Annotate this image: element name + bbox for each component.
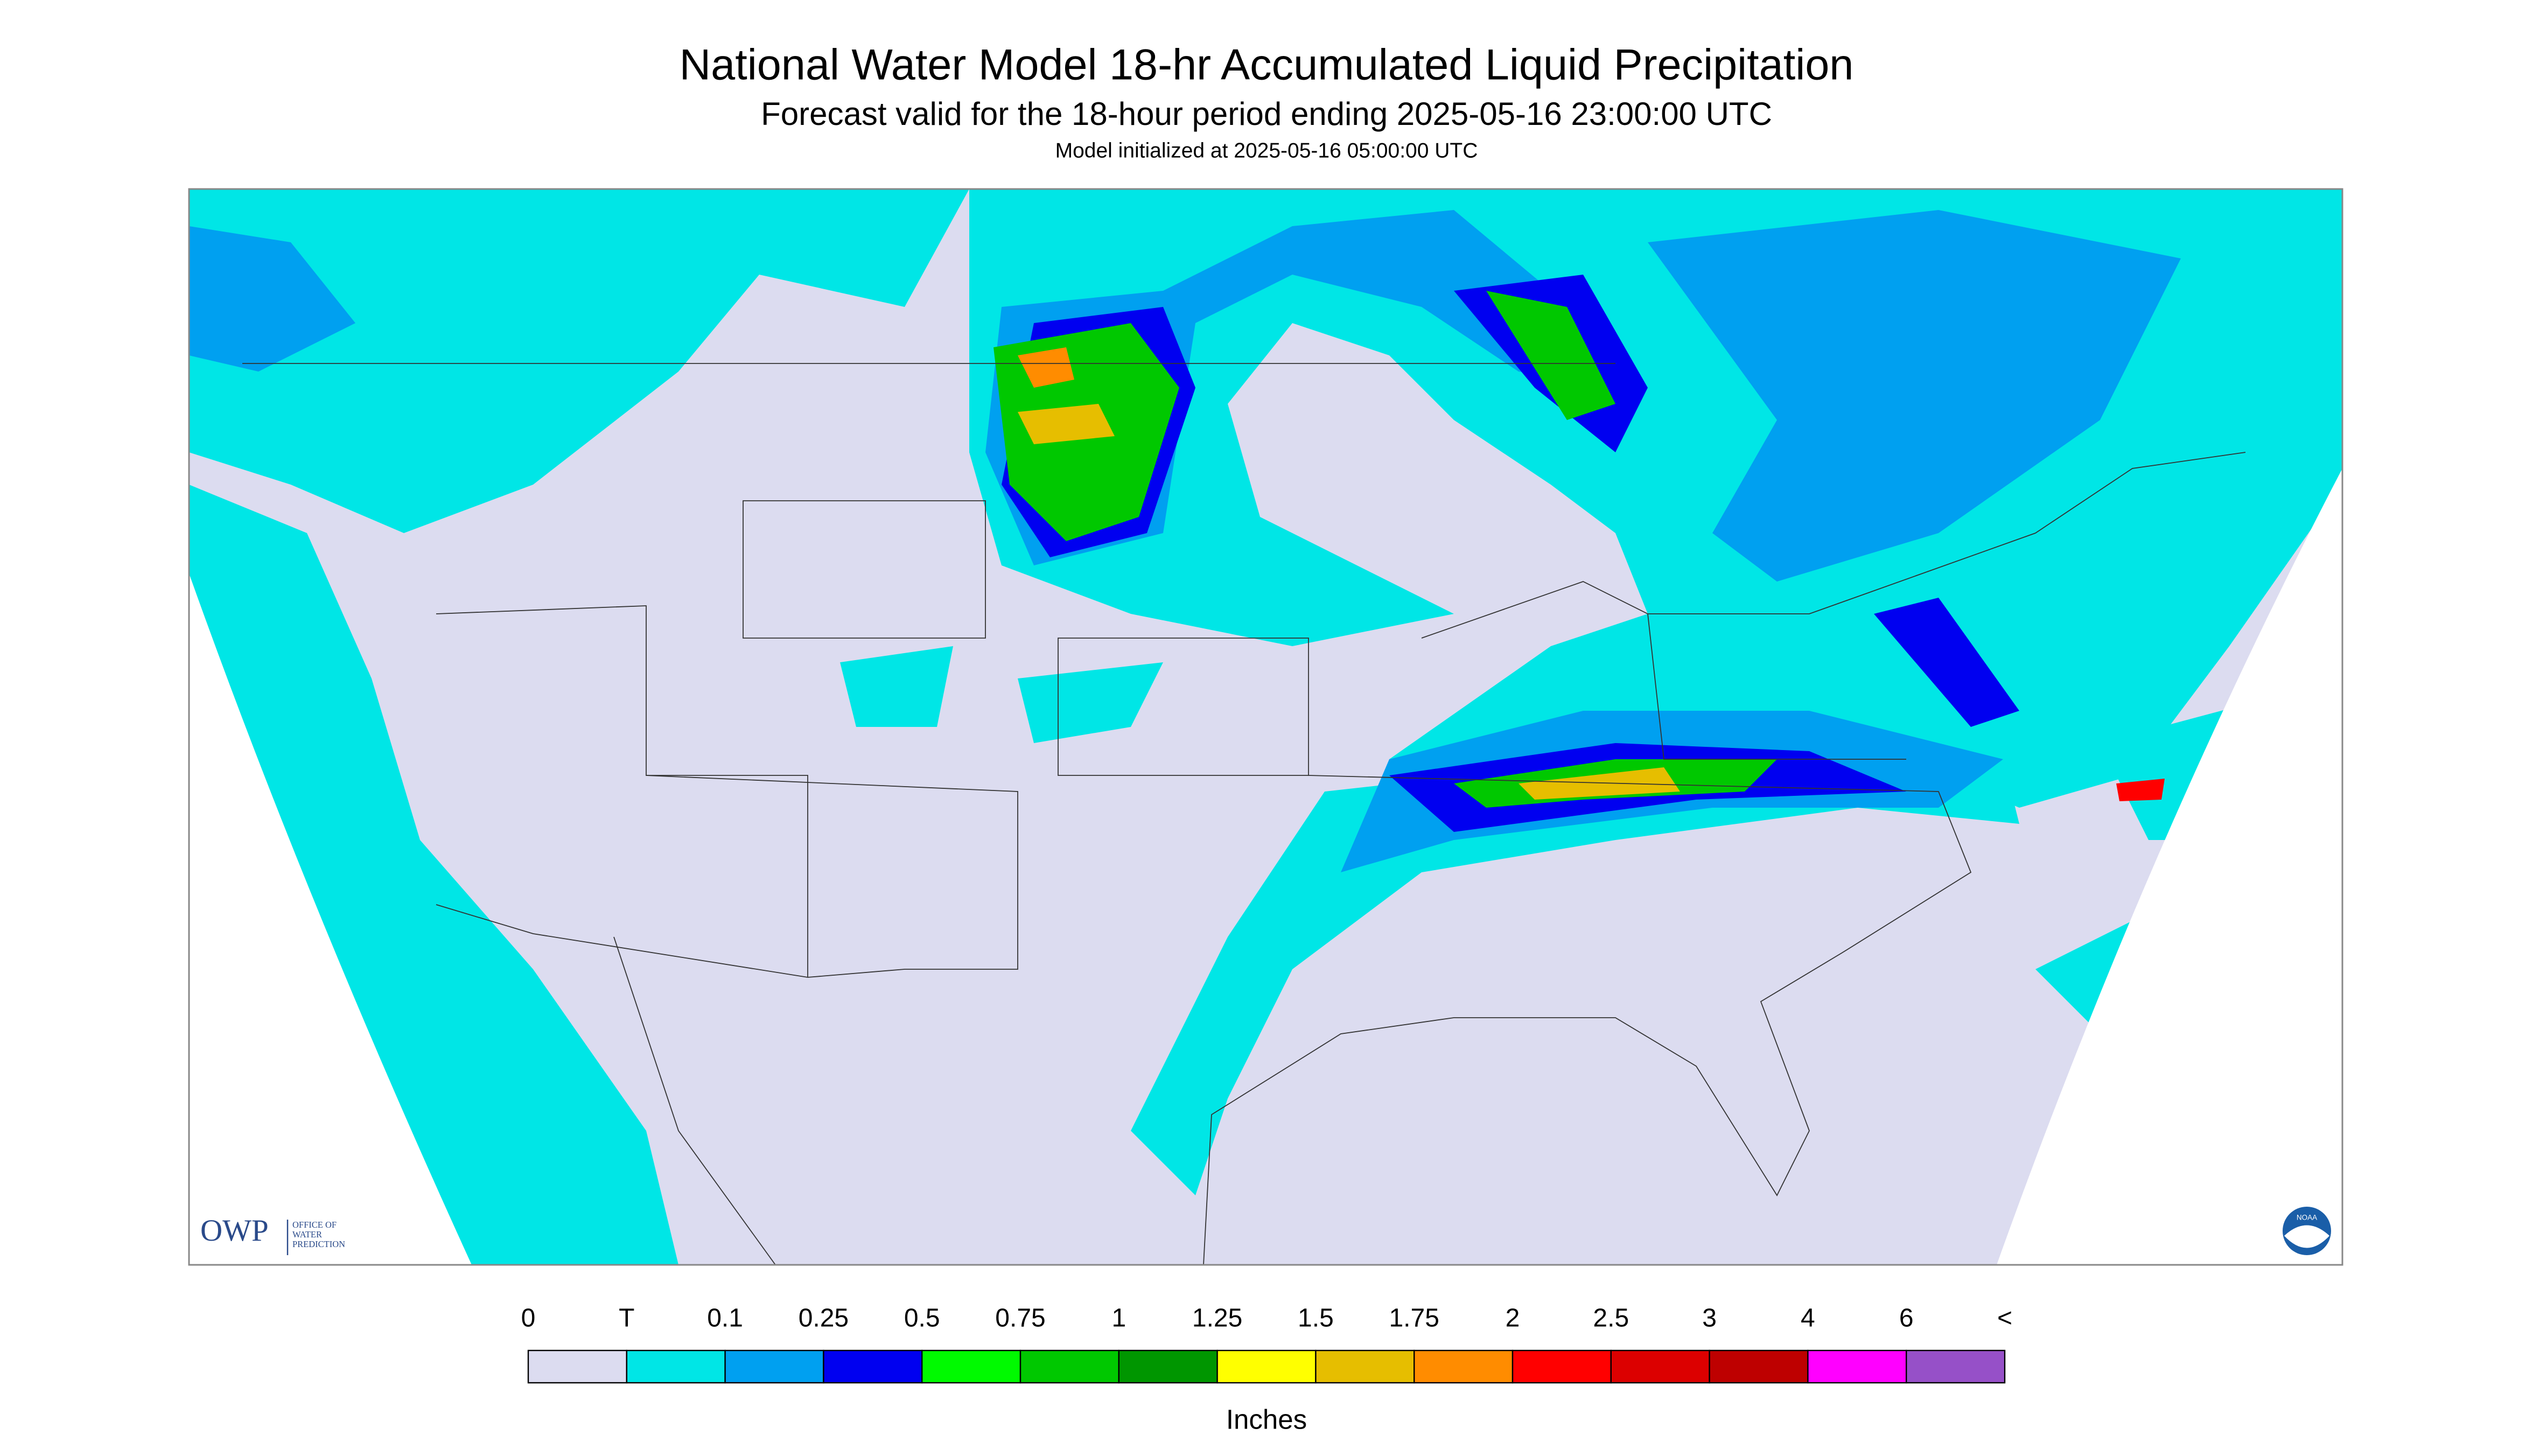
legend-swatch [626,1349,726,1384]
boundaries [242,363,2246,1265]
legend-label: 1.5 [1298,1304,1334,1333]
legend-label: < [1997,1304,2012,1333]
legend-label: 0.25 [799,1304,849,1333]
legend-label: 4 [1801,1304,1815,1333]
init-note: Model initialized at 2025-05-16 05:00:00… [1055,139,1478,162]
domain-mask-left [189,573,472,1265]
noaa-wave [2284,1225,2329,1248]
title: National Water Model 18-hr Accumulated L… [680,40,1854,89]
legend-swatch [1512,1349,1612,1384]
owp-logo: OWP OFFICE OF WATER PREDICTION [200,1214,345,1256]
legend-label: 0 [521,1304,536,1333]
owp-logo-line: OFFICE OF [292,1220,337,1230]
map [188,188,2343,1266]
owp-logo-line: PREDICTION [292,1239,345,1249]
legend-swatch [1807,1349,1907,1384]
legend-label: 2 [1506,1304,1520,1333]
legend-label: 0.75 [995,1304,1045,1333]
legend-label: 6 [1899,1304,1914,1333]
legend-swatch [823,1349,923,1384]
legend-label: 1 [1111,1304,1126,1333]
legend-swatch [1118,1349,1218,1384]
legend-label: T [619,1304,634,1333]
legend-swatch [1315,1349,1415,1384]
legend-label: 0.5 [904,1304,940,1333]
map-frame [188,188,2343,1266]
owp-logo-text: OWP [200,1214,269,1248]
legend-label: 1.75 [1389,1304,1439,1333]
precip-very-heavy [1018,347,2165,802]
legend-swatch [1019,1349,1120,1384]
owp-logo-lines: OFFICE OF WATER PREDICTION [292,1220,345,1249]
noaa-text: NOAA [2297,1214,2317,1222]
domain-mask-right [1997,468,2342,1265]
legend-swatch [1709,1349,1809,1384]
legend-swatch [1414,1349,1514,1384]
subtitle: Forecast valid for the 18-hour period en… [761,96,1772,132]
legend-swatch [724,1349,824,1384]
noaa-logo: NOAA [2283,1207,2331,1256]
legend-label: 3 [1702,1304,1717,1333]
legend-label: 0.1 [707,1304,743,1333]
legend-swatch [527,1349,628,1384]
legend-swatch [1905,1349,2006,1384]
legend-swatch [1610,1349,1710,1384]
legend-label: 2.5 [1593,1304,1629,1333]
legend-unit: Inches [1226,1404,1307,1434]
legend-swatch [921,1349,1021,1384]
legend-label: 1.25 [1192,1304,1242,1333]
owp-logo-line: WATER [292,1229,322,1240]
legend: 0 T 0.1 0.25 0.5 0.75 1 1.25 1.5 1.75 2 2.5 3 4 6 < [521,1304,2012,1384]
legend-swatch [1216,1349,1317,1384]
